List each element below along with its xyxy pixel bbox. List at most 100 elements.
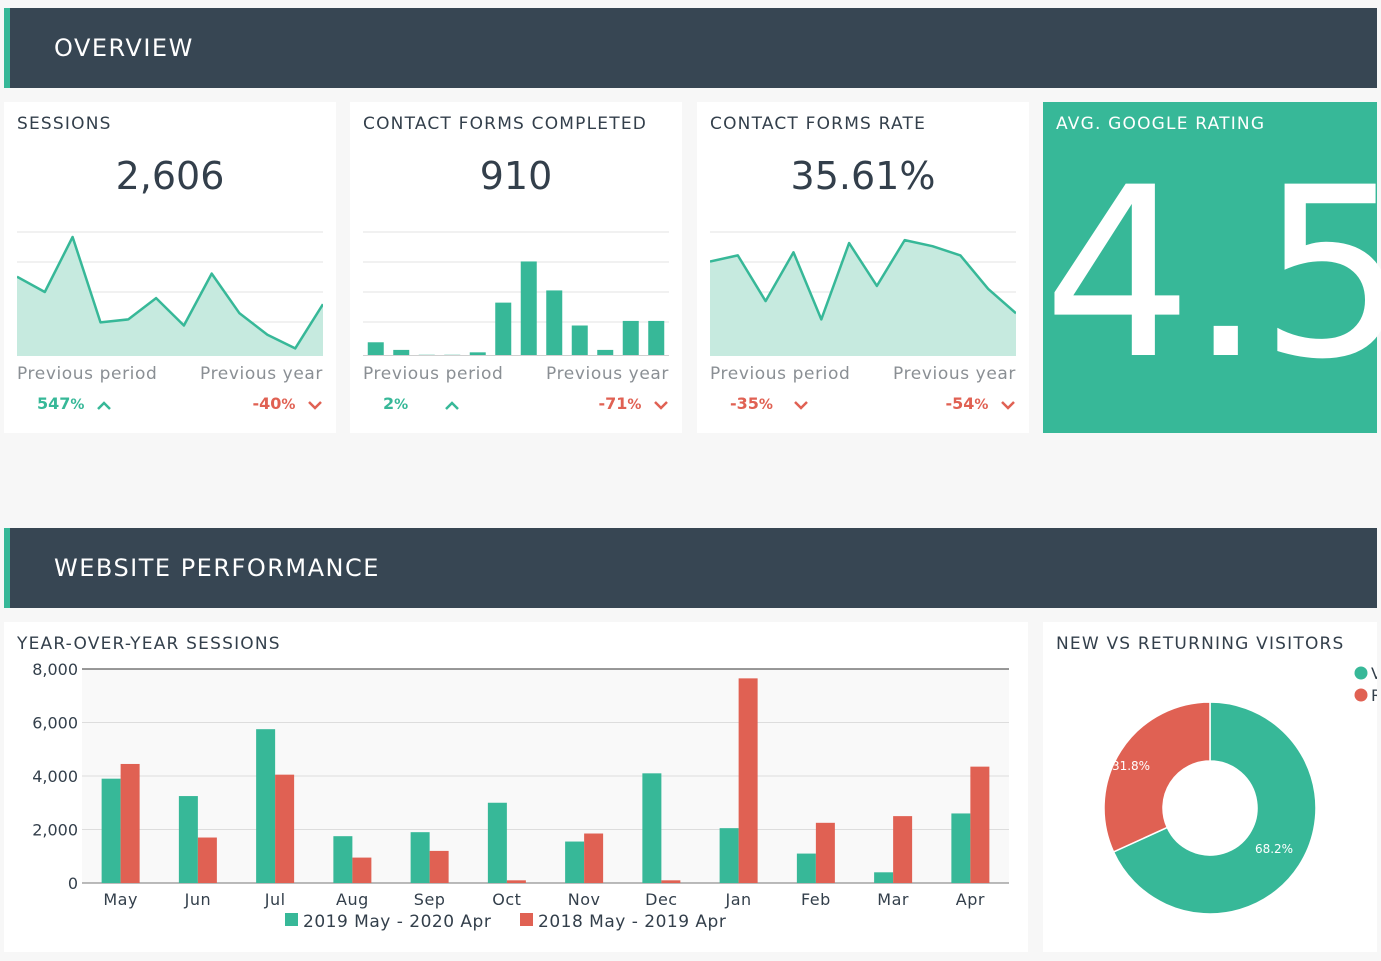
change-unit: % [281, 397, 296, 413]
chevron-down-icon [793, 400, 808, 410]
contact-forms-rate-sparkline [710, 231, 1016, 356]
kpi-value: 910 [479, 154, 553, 198]
y-tick-label: 6,000 [32, 714, 78, 733]
bar-previous-period[interactable] [970, 766, 990, 883]
sparkline-bar [495, 302, 512, 356]
card-title: CONTACT FORMS RATE [710, 114, 927, 134]
bar-previous-period[interactable] [352, 857, 372, 883]
x-tick-label: Jan [725, 890, 752, 909]
bar-previous-period[interactable] [584, 833, 604, 883]
x-tick-label: Aug [336, 890, 369, 909]
bar-current-period[interactable] [796, 853, 816, 883]
card-title: YEAR-OVER-YEAR SESSIONS [17, 634, 281, 654]
legend-label-current: 2019 May - 2020 Apr [303, 912, 491, 932]
chevron-up-icon [444, 400, 459, 410]
sparkline-bar [648, 320, 665, 356]
change-number: -71 [598, 394, 628, 413]
bar-previous-period[interactable] [815, 822, 835, 883]
sparkline-bar [571, 325, 588, 356]
x-tick-label: Apr [956, 890, 985, 909]
change-unit: % [394, 397, 409, 413]
y-tick-label: 8,000 [32, 660, 78, 679]
contact-forms-rate-card[interactable]: CONTACT FORMS RATE 35.61% Previous perio… [697, 102, 1029, 433]
x-tick-label: Jul [264, 890, 286, 909]
x-tick-label: Jun [184, 890, 212, 909]
x-tick-label: Mar [877, 890, 909, 909]
sessions-sparkline [17, 231, 323, 356]
bar-current-period[interactable] [333, 836, 353, 883]
legend-label-returning: R [1371, 686, 1377, 705]
bar-current-period[interactable] [410, 832, 430, 883]
legend-swatch-current [285, 913, 298, 926]
previous-year-change: -71% [598, 394, 669, 413]
bar-previous-period[interactable] [275, 774, 295, 883]
bar-current-period[interactable] [642, 773, 662, 883]
sparkline-line [17, 235, 323, 350]
legend-label-new: V [1371, 664, 1377, 683]
bar-previous-period[interactable] [506, 880, 526, 883]
bar-current-period[interactable] [178, 796, 198, 883]
change-unit: % [627, 397, 642, 413]
sparkline-area [710, 240, 1016, 356]
bar-previous-period[interactable] [661, 880, 681, 883]
change-number: -40 [252, 394, 282, 413]
y-tick-label: 2,000 [32, 821, 78, 840]
overview-title: OVERVIEW [54, 34, 194, 62]
bar-current-period[interactable] [874, 872, 894, 883]
previous-period-change: 547% [37, 394, 112, 413]
x-tick-label: Feb [801, 890, 831, 909]
card-title: SESSIONS [17, 114, 112, 134]
donut-slice-returning[interactable] [1103, 701, 1211, 853]
yoy-sessions-card[interactable]: YEAR-OVER-YEAR SESSIONS 0 2,000 4,000 6,000… [4, 622, 1028, 952]
new-vs-returning-card[interactable]: NEW VS RETURNING VISITORS V R 68.2% 31.8… [1043, 622, 1377, 952]
website-performance-title: WEBSITE PERFORMANCE [54, 554, 380, 582]
previous-year-change: -40% [252, 394, 323, 413]
bar-current-period[interactable] [256, 729, 276, 883]
bar-current-period[interactable] [719, 828, 739, 883]
change-number: 2 [383, 394, 395, 413]
change-unit: % [70, 397, 85, 413]
slice-label-returning: 31.8% [1112, 759, 1150, 773]
change-number: 547 [37, 394, 71, 413]
x-tick-label: Dec [645, 890, 677, 909]
legend-label-previous: 2018 May - 2019 Apr [538, 912, 726, 932]
legend-dot-returning [1354, 688, 1368, 702]
sparkline-bar [367, 342, 384, 356]
bar-current-period[interactable] [101, 778, 121, 883]
legend-swatch-previous [520, 913, 533, 926]
y-tick-label: 0 [68, 874, 78, 893]
overview-header: OVERVIEW [4, 8, 1377, 88]
kpi-value: 2,606 [115, 154, 225, 198]
kpi-value: 35.61% [790, 154, 936, 198]
chevron-up-icon [97, 400, 111, 410]
sparkline-bar [597, 349, 614, 356]
sparkline-bar [469, 352, 486, 356]
change-unit: % [974, 397, 989, 413]
chevron-down-icon [308, 400, 322, 410]
sessions-card[interactable]: SESSIONS 2,606 Previous period Previous … [4, 102, 336, 433]
bar-current-period[interactable] [487, 802, 507, 883]
bar-previous-period[interactable] [197, 837, 217, 883]
change-number: -54 [945, 394, 975, 413]
card-title: CONTACT FORMS COMPLETED [363, 114, 648, 134]
sparkline-area [17, 237, 323, 356]
bar-previous-period[interactable] [120, 763, 140, 883]
previous-year-label: Previous year [546, 364, 669, 384]
rating-value: 4.5 [1043, 138, 1381, 411]
new-vs-returning-donut: V R 68.2% 31.8% [1103, 664, 1377, 915]
bar-current-period[interactable] [951, 813, 971, 883]
sparkline-bar [393, 349, 410, 356]
previous-year-change: -54% [945, 394, 1016, 413]
chevron-down-icon [654, 400, 668, 410]
donut-slice-new[interactable] [1112, 701, 1317, 915]
google-rating-card[interactable]: AVG. GOOGLE RATING 4.5 [1043, 102, 1381, 433]
bar-previous-period[interactable] [893, 816, 913, 883]
previous-year-label: Previous year [893, 364, 1016, 384]
bar-current-period[interactable] [565, 841, 585, 883]
yoy-sessions-chart: 0 2,000 4,000 6,000 8,000 May Jun Jul Aug Sep Oct… [32, 660, 1009, 932]
bar-previous-period[interactable] [429, 850, 449, 883]
contact-forms-completed-card[interactable]: CONTACT FORMS COMPLETED 910 Previous per… [350, 102, 682, 433]
slice-label-new: 68.2% [1255, 842, 1293, 856]
bar-previous-period[interactable] [738, 678, 758, 883]
card-title: AVG. GOOGLE RATING [1056, 114, 1266, 134]
